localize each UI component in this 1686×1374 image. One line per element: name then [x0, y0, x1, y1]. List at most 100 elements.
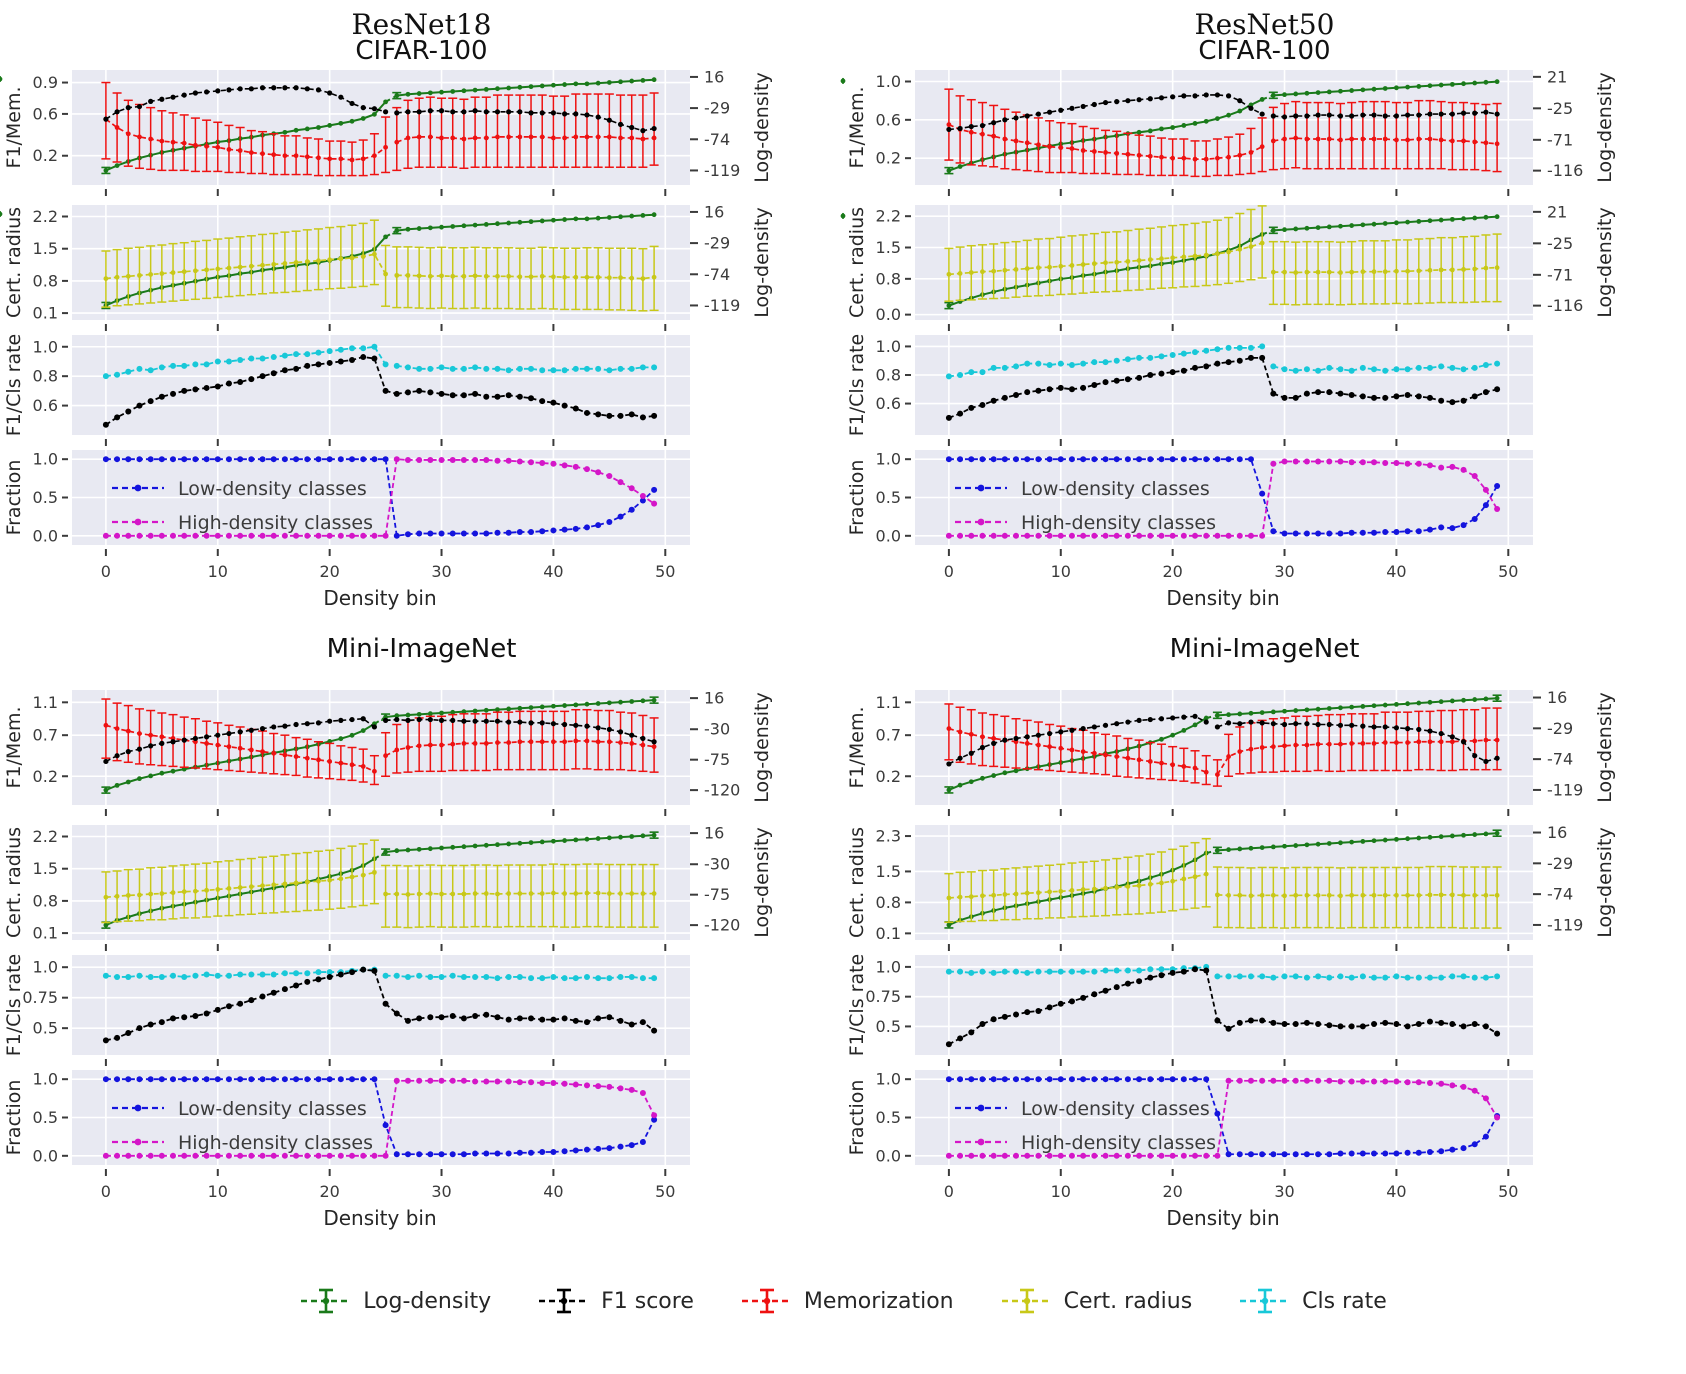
y2-axis-label: Log-density — [751, 692, 773, 802]
y-tick-label: 1.5 — [33, 859, 58, 878]
legend-swatch-marker — [134, 484, 142, 492]
panel-resnet50-cifar100-p2: 0.0 0.8 1.5 2.2 Cert. radius -116 -71 -25 21 Log-… — [840, 202, 1616, 331]
y2-tick-label: -25 — [1547, 99, 1573, 118]
panel-resnet50-cifar100-p4: 0.0 0.5 1.0 Fraction Low-density classes High… — [846, 450, 1533, 610]
y2-tick-label: -29 — [1547, 719, 1573, 738]
x-tick-label: 30 — [1274, 562, 1294, 581]
x-tick-label: 50 — [1498, 1182, 1518, 1201]
subplot-block-resnet18-miniimagenet: Mini-ImageNet 0.2 0.7 1.1 F1/Mem. -120 -75 -30 1… — [0, 620, 843, 1240]
y-tick-label: 0.75 — [22, 988, 58, 1007]
legend-swatch-marker — [134, 518, 142, 526]
y2-tick-label: 16 — [1547, 688, 1567, 707]
y2-tick-label: -75 — [704, 750, 730, 769]
legend-label: High-density classes — [1021, 512, 1216, 534]
series-high-density-classes — [945, 458, 1501, 539]
y-axis-label: F1/Cls rate — [3, 334, 25, 437]
y2-tick-label: 21 — [1547, 202, 1567, 221]
y2-tick-label: -116 — [1547, 296, 1583, 315]
y2-tick-label: 16 — [1547, 823, 1567, 842]
series-cls-rate — [945, 343, 1501, 380]
y2-axis-label: Log-density — [1594, 827, 1616, 937]
x-tick-label: 10 — [1051, 562, 1071, 581]
y-tick-label: 1.0 — [876, 72, 901, 91]
legend-swatch-marker — [977, 484, 985, 492]
series-cert-radius — [101, 839, 659, 929]
dataset-title: CIFAR-100 — [1198, 36, 1331, 66]
y2-tick-label: -30 — [704, 720, 730, 739]
y-tick-label: 0.8 — [876, 366, 901, 385]
legend-swatch-marker — [977, 518, 985, 526]
x-tick-label: 30 — [431, 562, 451, 581]
y-tick-label: 1.5 — [876, 862, 901, 881]
y-tick-label: 0.5 — [876, 1108, 901, 1127]
y-axis-label: Cert. radius — [846, 827, 868, 938]
dataset-title: Mini-ImageNet — [326, 634, 517, 664]
y-tick-label: 0.5 — [876, 1017, 901, 1036]
y-tick-label: 0.5 — [33, 1019, 58, 1038]
panel-resnet18-miniimagenet-p1: 0.2 0.7 1.1 F1/Mem. -120 -75 -30 16 Log-density — [3, 689, 773, 816]
y2-tick-label: -74 — [704, 130, 730, 149]
panel-background — [72, 335, 690, 435]
panel-background — [72, 690, 690, 805]
x-tick-label: 50 — [1498, 562, 1518, 581]
x-axis-label: Density bin — [323, 1206, 436, 1230]
panel-resnet50-miniimagenet-p2: 0.1 0.8 1.5 2.3 Cert. radius -119 -74 -29 16 Log-… — [846, 823, 1616, 951]
y2-axis-label: Log-density — [1594, 207, 1616, 317]
x-tick-label: 0 — [101, 1182, 111, 1201]
y2-tick-label: -120 — [704, 781, 740, 800]
legend-label: High-density classes — [178, 1132, 373, 1154]
series-cls-rate — [102, 343, 658, 380]
y-tick-label: 0.8 — [876, 893, 901, 912]
y2-tick-label: -119 — [704, 161, 740, 180]
legend-label: Cls rate — [1302, 1288, 1387, 1314]
y-tick-label: 0.6 — [33, 104, 58, 123]
panel-resnet50-miniimagenet-p3: 0.5 0.75 1.0 F1/Cls rate — [846, 954, 1533, 1066]
x-tick-label: 10 — [208, 562, 228, 581]
panel-resnet18-miniimagenet-p3: 0.5 0.75 1.0 F1/Cls rate — [3, 954, 690, 1066]
y2-tick-label: -119 — [1547, 915, 1583, 934]
y2-tick-label: -74 — [1547, 885, 1573, 904]
y-tick-label: 0.0 — [876, 1146, 901, 1165]
errorbar-marker — [301, 1288, 352, 1314]
series-cert-radius — [101, 219, 659, 312]
y-tick-label: 1.0 — [33, 1070, 58, 1089]
legend-label: High-density classes — [178, 512, 373, 534]
series-f1-score — [103, 716, 657, 765]
y2-tick-label: -71 — [1547, 130, 1573, 149]
y-tick-label: 0.2 — [876, 767, 901, 786]
x-tick-label: 40 — [1386, 562, 1406, 581]
legend-item: F1 score — [537, 1286, 694, 1316]
y-axis-label: F1/Mem. — [3, 706, 25, 788]
y-tick-label: 0.5 — [33, 1108, 58, 1127]
y-tick-label: 0.8 — [33, 891, 58, 910]
y-tick-label: 0.0 — [33, 526, 58, 545]
panel-background — [72, 955, 690, 1055]
series-low-density-classes — [945, 1076, 1501, 1158]
x-tick-label: 20 — [319, 562, 339, 581]
x-tick-label: 20 — [319, 1182, 339, 1201]
series-f1-score — [945, 354, 1501, 421]
y-tick-label: 0.2 — [33, 146, 58, 165]
y-tick-label: 1.0 — [876, 957, 901, 976]
y-tick-label: 0.75 — [865, 987, 901, 1006]
x-tick-label: 10 — [1051, 1182, 1071, 1201]
series-low-density-classes — [945, 456, 1501, 537]
x-tick-label: 30 — [1274, 1182, 1294, 1201]
panel-resnet50-miniimagenet-p1: 0.2 0.7 1.1 F1/Mem. -119 -74 -29 16 Log-density — [846, 688, 1616, 816]
y2-axis-label: Log-density — [751, 827, 773, 937]
errorbar-marker — [539, 1288, 590, 1314]
dataset-title: CIFAR-100 — [355, 36, 488, 66]
panel-resnet18-miniimagenet-p4: 0.0 0.5 1.0 Fraction Low-density classes High… — [3, 1070, 690, 1230]
y-axis-label: F1/Cls rate — [846, 334, 868, 437]
series-f1-score — [945, 966, 1501, 1048]
y-tick-label: 0.1 — [33, 304, 58, 323]
y-tick-label: 0.6 — [876, 110, 901, 129]
errorbar-marker — [1240, 1288, 1291, 1314]
series-cert-radius — [944, 837, 1502, 929]
legend-label: Low-density classes — [178, 1098, 367, 1120]
errorbar-marker — [1001, 1288, 1052, 1314]
